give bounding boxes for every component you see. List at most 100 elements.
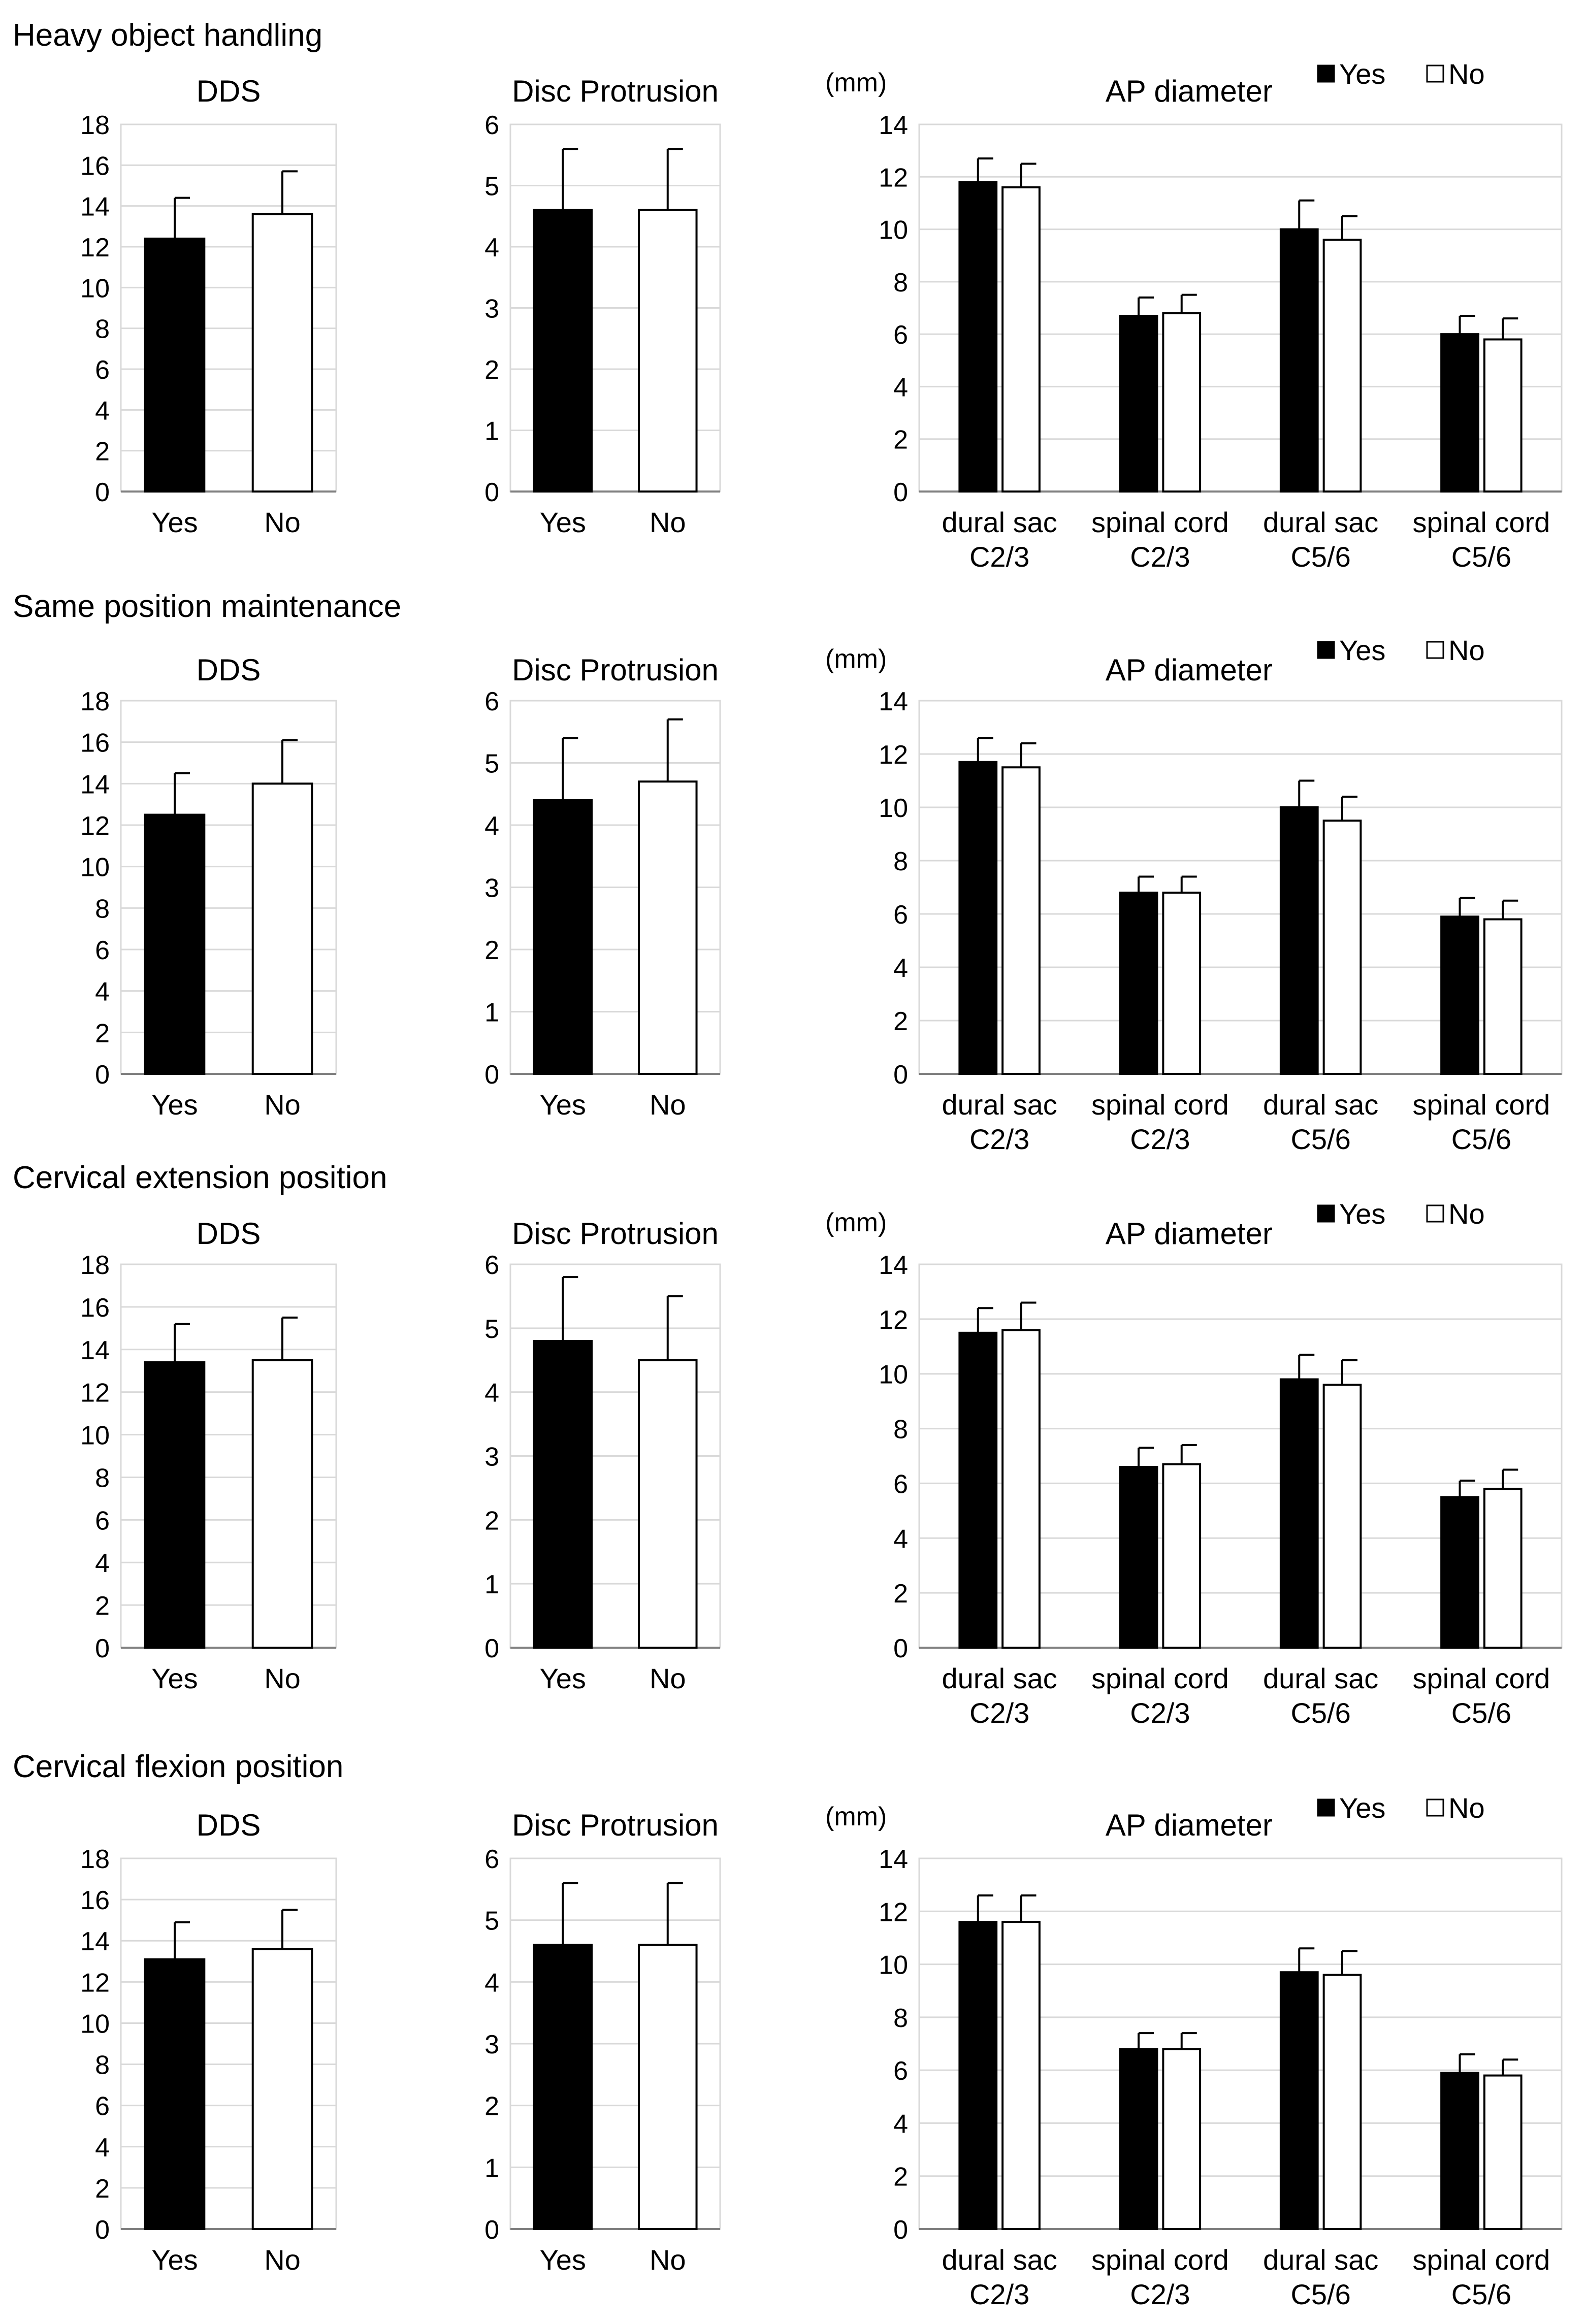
bar-no: [1483, 918, 1523, 1075]
y-tick-label: 14: [879, 1845, 908, 1874]
bar-no: [1322, 1384, 1362, 1649]
bar-no: [1483, 338, 1523, 493]
chart-title: DDS: [197, 74, 261, 108]
y-tick-label: 0: [893, 1060, 908, 1090]
bar-yes: [1440, 915, 1479, 1075]
chart-title: Disc Protrusion: [512, 74, 719, 108]
y-tick-label: 6: [95, 1506, 110, 1535]
y-tick-label: 12: [879, 1305, 908, 1335]
y-tick-label: 6: [484, 687, 499, 716]
y-tick-label: 8: [95, 1463, 110, 1493]
bar-no: [1001, 766, 1041, 1075]
y-tick-label: 2: [484, 355, 499, 385]
x-tick-label: spinal cord: [1412, 1089, 1550, 1121]
chart-disc-section-3: Disc Protrusion 0 1 2 3 4 5 6 Yes No: [484, 1808, 721, 2276]
chart-dds-section-2: DDS 0 2 4 6 8 10 12 14 16 18 Yes No: [80, 1217, 337, 1694]
x-tick-label: spinal cord: [1091, 2244, 1229, 2276]
bar-no: [1322, 820, 1362, 1075]
y-tick-label: 0: [893, 478, 908, 507]
y-tick-label: 0: [95, 1634, 110, 1663]
bar-yes: [1279, 806, 1319, 1075]
y-tick-label: 16: [80, 1886, 110, 1915]
x-tick-label: C2/3: [1130, 1123, 1190, 1155]
y-tick-label: 8: [95, 2051, 110, 2080]
y-tick-label: 5: [484, 1315, 499, 1344]
chart-title: DDS: [197, 653, 261, 687]
legend-swatch-no: [1426, 641, 1444, 659]
x-tick-label: C2/3: [969, 1697, 1029, 1729]
x-tick-label: C5/6: [1290, 2278, 1350, 2310]
y-tick-label: 2: [95, 2174, 110, 2204]
y-tick-label: 2: [893, 1007, 908, 1036]
bar-yes: [144, 813, 206, 1075]
x-tick-label: Yes: [540, 506, 586, 538]
bar-yes: [1119, 1466, 1158, 1649]
x-tick-label: dural sac: [942, 1089, 1057, 1121]
chart-title: Disc Protrusion: [512, 653, 719, 687]
bar-yes: [1440, 333, 1479, 493]
x-tick-label: No: [650, 2244, 686, 2276]
chart-dds-section-3: DDS 0 2 4 6 8 10 12 14 16 18 Yes No: [80, 1808, 337, 2276]
bar-no: [637, 780, 698, 1075]
y-tick-label: 10: [879, 1951, 908, 1980]
bar-no: [1162, 312, 1202, 493]
y-tick-label: 4: [95, 977, 110, 1007]
bar-no: [637, 1359, 698, 1649]
chart-ap-section-3: AP diameter 0 2 4 6 8 10 12 14 (mm) Yes No dural sac…: [825, 1792, 1563, 2310]
bar-yes: [958, 181, 998, 493]
x-tick-label: spinal cord: [1412, 2244, 1550, 2276]
y-tick-label: 10: [80, 853, 110, 882]
y-tick-label: 3: [484, 2030, 499, 2059]
x-tick-label: dural sac: [1263, 506, 1378, 538]
x-tick-label: Yes: [540, 1089, 586, 1121]
y-tick-label: 8: [95, 894, 110, 924]
y-tick-label: 0: [893, 2215, 908, 2245]
y-tick-label: 10: [879, 794, 908, 823]
y-tick-label: 2: [484, 2092, 499, 2121]
x-tick-label: No: [650, 1089, 686, 1121]
y-tick-label: 10: [879, 1360, 908, 1390]
chart-title: AP diameter: [1106, 653, 1273, 687]
y-tick-label: 0: [893, 1634, 908, 1663]
y-tick-label: 2: [893, 2163, 908, 2192]
y-tick-label: 14: [879, 1251, 908, 1280]
x-tick-label: C2/3: [1130, 1697, 1190, 1729]
y-tick-label: 1: [484, 2153, 499, 2183]
section-title-cervical-extension-position: Cervical extension position: [13, 1160, 387, 1195]
y-tick-label: 14: [80, 1927, 110, 1956]
y-tick-label: 8: [893, 268, 908, 298]
y-tick-label: 10: [80, 1421, 110, 1451]
x-tick-label: No: [264, 1089, 301, 1121]
x-tick-label: No: [264, 506, 301, 538]
bar-no: [251, 782, 313, 1075]
x-tick-label: Yes: [151, 2244, 198, 2276]
y-tick-label: 2: [95, 1591, 110, 1621]
y-tick-label: 8: [893, 1415, 908, 1445]
bar-yes: [1119, 2048, 1158, 2230]
y-tick-label: 14: [879, 111, 908, 140]
bar-yes: [958, 761, 998, 1075]
bar-yes: [1119, 314, 1158, 493]
bar-no: [1162, 1463, 1202, 1649]
x-tick-label: C5/6: [1290, 541, 1350, 573]
legend-label-yes: Yes: [1339, 1792, 1385, 1824]
y-tick-label: 2: [95, 437, 110, 467]
x-tick-label: C5/6: [1451, 2278, 1511, 2310]
bar-no: [1162, 2048, 1202, 2230]
legend-label-no: No: [1448, 58, 1485, 90]
bar-no: [1001, 186, 1041, 493]
y-tick-label: 18: [80, 687, 110, 716]
y-tick-label: 1: [484, 1570, 499, 1599]
y-tick-label: 4: [893, 373, 908, 402]
x-tick-label: No: [650, 506, 686, 538]
section-title-cervical-flexion-position: Cervical flexion position: [13, 1749, 343, 1784]
y-tick-label: 0: [484, 478, 499, 507]
bar-no: [1001, 1329, 1041, 1649]
chart-title: Disc Protrusion: [512, 1217, 719, 1251]
y-tick-label: 2: [484, 936, 499, 965]
x-tick-label: No: [264, 2244, 301, 2276]
bar-yes: [1279, 1971, 1319, 2231]
x-tick-label: C5/6: [1451, 1697, 1511, 1729]
